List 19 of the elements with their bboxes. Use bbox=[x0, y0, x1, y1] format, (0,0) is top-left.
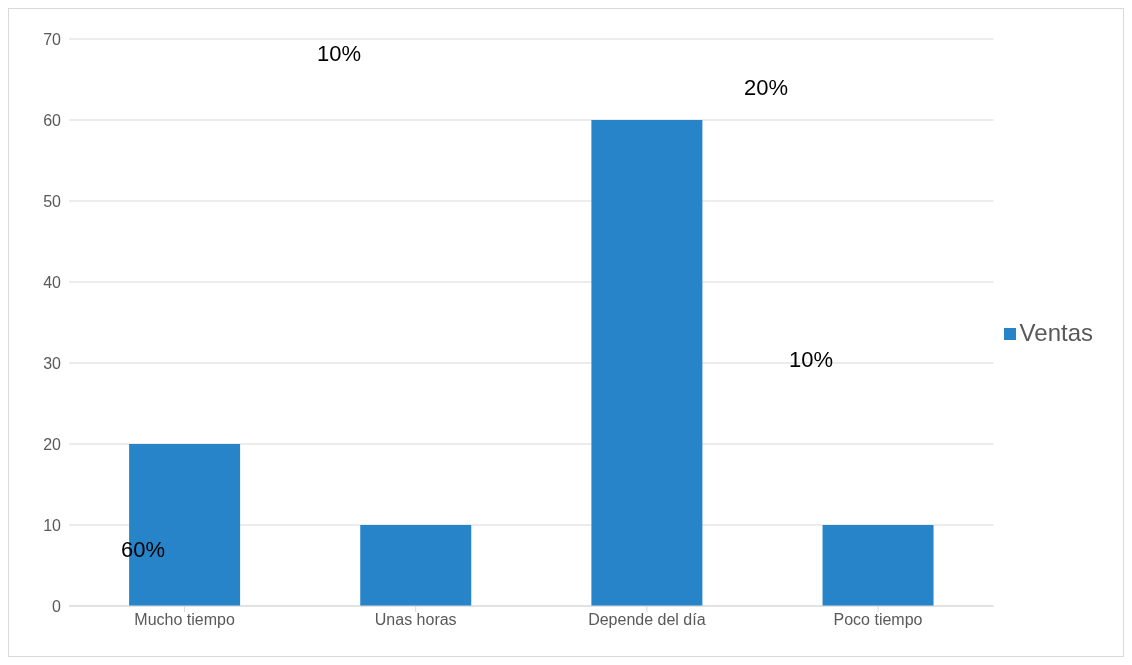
y-tick-label: 60 bbox=[43, 111, 62, 129]
x-tick-label: Mucho tiempo bbox=[134, 611, 235, 629]
y-tick-label: 0 bbox=[52, 597, 62, 615]
x-tick-label: Depende del día bbox=[588, 611, 706, 629]
legend-label: Ventas bbox=[1019, 318, 1093, 346]
x-tick-label: Poco tiempo bbox=[833, 611, 923, 629]
y-tick-label: 70 bbox=[43, 30, 62, 48]
annotation: 10% bbox=[789, 347, 834, 373]
annotation: 20% bbox=[744, 75, 789, 101]
y-tick-label: 50 bbox=[43, 192, 62, 210]
y-tick-label: 10 bbox=[43, 516, 62, 534]
x-tick-label: Unas horas bbox=[374, 611, 457, 629]
y-tick-label: 40 bbox=[43, 273, 62, 291]
y-tick-label: 20 bbox=[43, 435, 62, 453]
bar bbox=[822, 525, 934, 606]
bar bbox=[360, 525, 472, 606]
y-tick-label: 30 bbox=[43, 354, 62, 372]
bar bbox=[591, 120, 703, 606]
annotation: 10% bbox=[317, 41, 362, 67]
